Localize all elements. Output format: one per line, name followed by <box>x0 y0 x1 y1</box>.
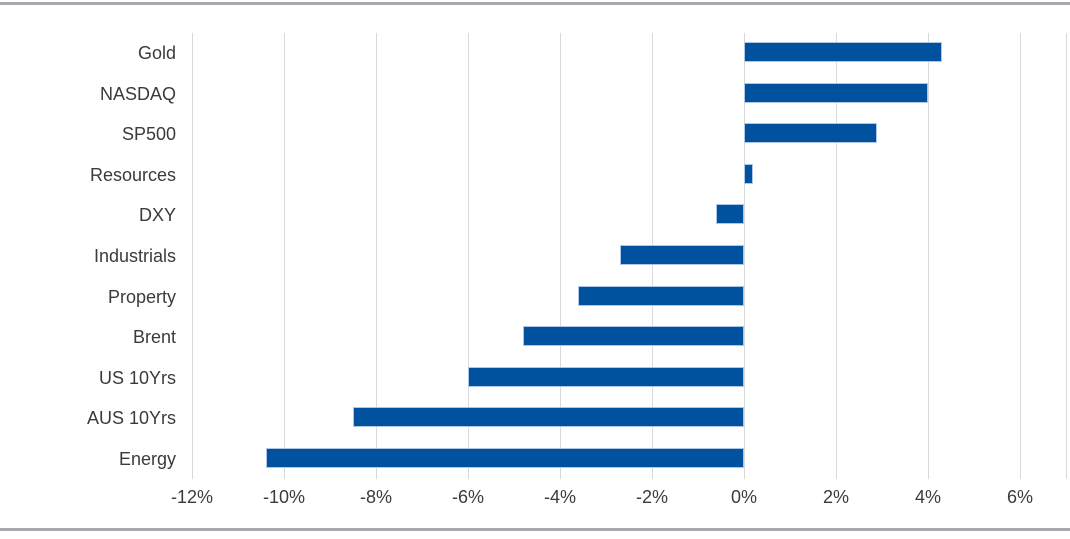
gridline <box>1020 33 1021 479</box>
gridline <box>1066 33 1067 479</box>
x-tick-label: 0% <box>730 487 758 507</box>
x-tick-label: -4% <box>543 487 577 507</box>
gridline <box>560 33 561 479</box>
bar-dxy <box>716 204 744 225</box>
bar-resources <box>744 163 754 184</box>
category-label: Property <box>107 286 176 307</box>
chart-bottom-border <box>0 528 1070 531</box>
x-tick-label: 2% <box>822 487 850 507</box>
x-tick-label: -12% <box>170 487 214 507</box>
gridline <box>376 33 377 479</box>
category-label: Industrials <box>93 246 176 266</box>
category-label: Brent <box>132 327 176 348</box>
gridline <box>468 33 469 479</box>
x-tick-label: -2% <box>635 487 669 507</box>
bar-energy <box>265 447 744 468</box>
bar-aus-10yrs <box>353 407 744 428</box>
gridline <box>836 33 837 479</box>
bar-brent <box>523 326 744 347</box>
x-tick-label: 6% <box>1006 487 1034 507</box>
category-label: AUS 10Yrs <box>86 408 176 429</box>
bar-industrials <box>619 245 744 265</box>
gridline <box>928 33 929 479</box>
x-tick-label: -8% <box>359 487 393 507</box>
plot-area <box>192 33 1067 479</box>
category-label: NASDAQ <box>99 83 176 104</box>
x-tick-label: -6% <box>451 487 485 507</box>
bar-property <box>578 285 744 306</box>
bar-nasdaq <box>744 82 928 103</box>
chart-top-border <box>0 2 1070 5</box>
category-label: Gold <box>137 43 176 64</box>
gridline <box>192 33 193 479</box>
bar-sp500 <box>744 123 878 144</box>
x-tick-label: -10% <box>262 487 306 507</box>
bar-gold <box>744 42 942 63</box>
category-label: Energy <box>118 448 176 469</box>
gridline <box>744 33 745 479</box>
category-label: SP500 <box>121 124 176 145</box>
category-label: US 10Yrs <box>98 367 176 388</box>
category-label: DXY <box>138 205 176 226</box>
category-label: Resources <box>89 164 176 185</box>
bar-us-10yrs <box>468 366 744 387</box>
gridline <box>284 33 285 479</box>
x-tick-label: 4% <box>914 487 942 507</box>
